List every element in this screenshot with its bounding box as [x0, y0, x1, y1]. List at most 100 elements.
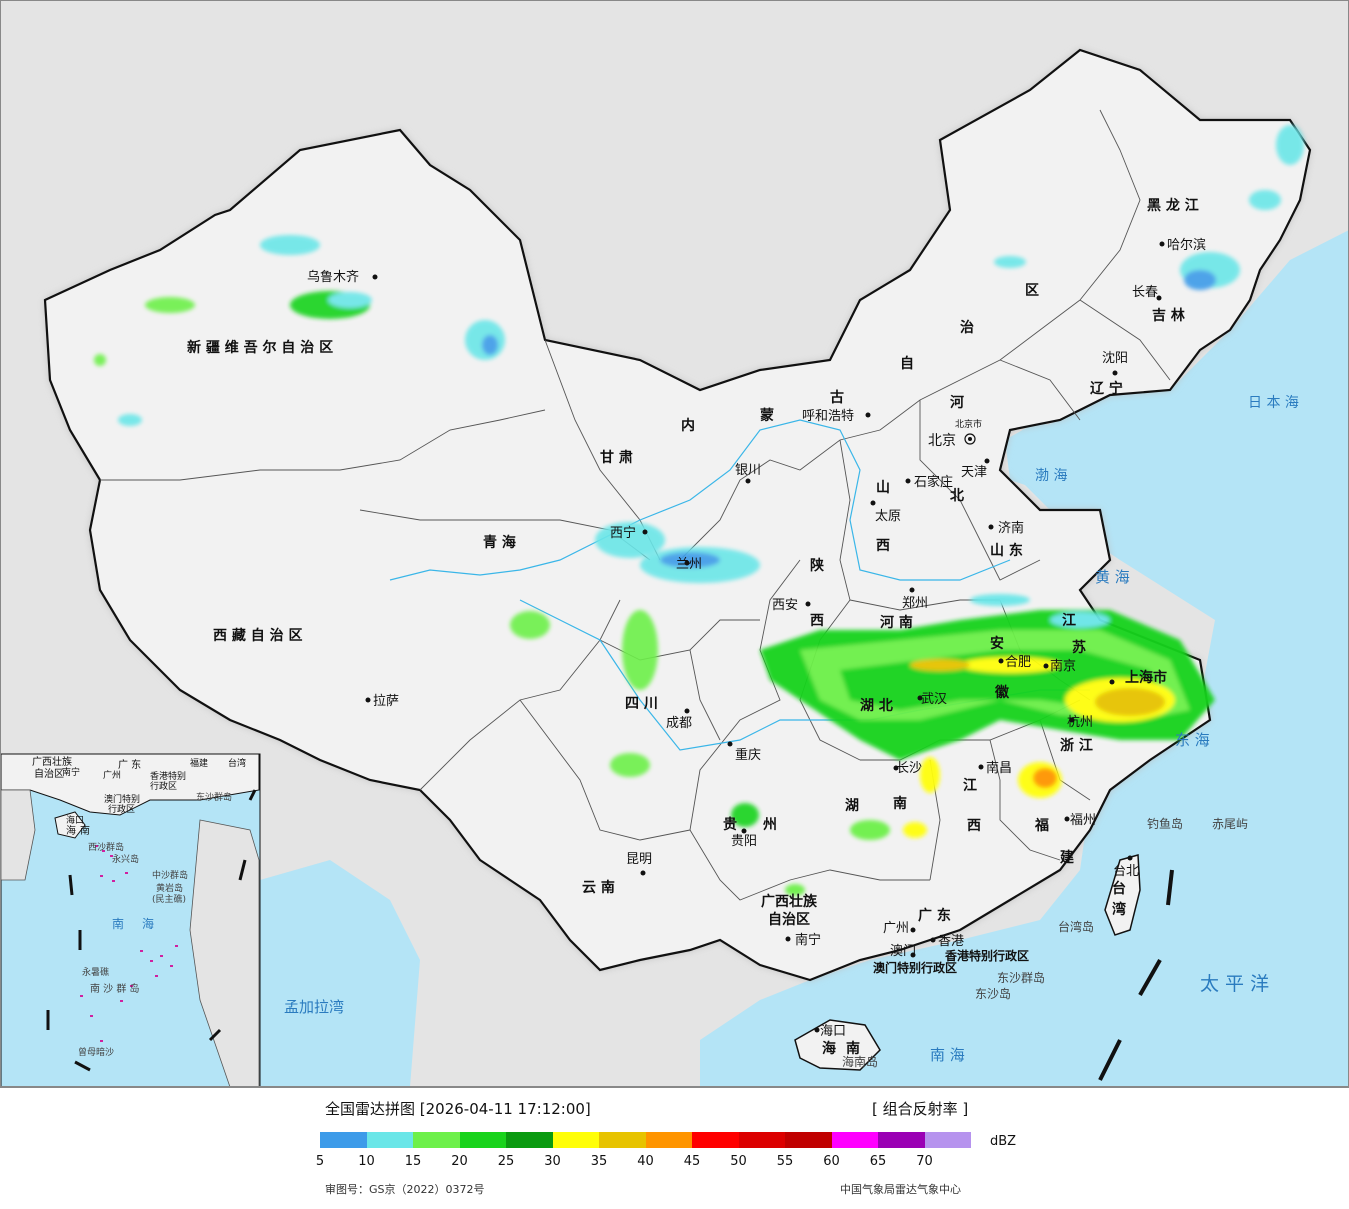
label-gansu: 甘 肃	[600, 449, 633, 466]
label-nanjing: 南京	[1050, 658, 1076, 674]
label-zhengzhou: 郑州	[902, 596, 928, 611]
label-hainan-dao: 海南岛	[842, 1054, 878, 1069]
scale-tick: 55	[776, 1154, 794, 1169]
inset-nanhai-2: 海	[142, 916, 154, 931]
label-liaoning: 辽 宁	[1090, 380, 1123, 397]
label-taiwan-dao: 台湾岛	[1058, 919, 1094, 934]
inset-hainan: 海	[66, 824, 76, 837]
scale-tick: 70	[916, 1154, 933, 1169]
label-guangxi-1: 广西壮族	[761, 893, 818, 910]
label-shanxi-2: 西	[876, 538, 890, 554]
inset-yongshu: 永暑礁	[82, 966, 109, 978]
label-neimenggu-5: 治	[960, 319, 974, 336]
label-chengdu: 成都	[666, 716, 692, 731]
scale-swatch-10	[785, 1132, 832, 1148]
label-neimenggu-6: 区	[1025, 283, 1039, 299]
label-taipei: 台北	[1113, 864, 1139, 879]
label-hefei: 合肥	[1005, 655, 1031, 670]
scale-swatch-9	[738, 1132, 785, 1148]
label-shanxi-1: 山	[876, 480, 890, 496]
scale-tick: 60	[823, 1154, 840, 1169]
scale-swatch-2	[413, 1132, 460, 1148]
label-guizhou-2: 州	[762, 817, 777, 833]
label-henan: 河 南	[880, 614, 913, 631]
approval-number: 审图号：GS京（2022）0372号	[325, 1183, 485, 1196]
label-guangxi-2: 自治区	[768, 911, 810, 928]
beijing-capital-marker	[964, 433, 976, 445]
label-neimenggu-4: 自	[900, 355, 914, 372]
label-dongsha-dao: 东沙岛	[975, 986, 1011, 1001]
inset-macau2: 行政区	[108, 803, 135, 815]
scale-tick: 5	[315, 1154, 325, 1169]
label-guangdong: 广 东	[918, 907, 951, 924]
label-shenyang: 沈阳	[1102, 351, 1128, 366]
inset-yongxing: 永兴岛	[112, 853, 139, 865]
label-neimenggu-2: 蒙	[760, 407, 774, 424]
province-boundaries	[100, 109, 1171, 901]
label-huanghai: 黄 海	[1095, 568, 1130, 586]
inset-nan: 南	[80, 824, 90, 837]
scale-swatch-3	[459, 1132, 506, 1148]
scale-swatch-7	[645, 1132, 692, 1148]
scale-tick: 25	[497, 1154, 515, 1169]
scale-tick: 40	[637, 1154, 654, 1169]
label-hebei-1: 河	[950, 394, 964, 411]
china-land	[43, 48, 1312, 982]
label-neimenggu-1: 内	[681, 417, 695, 434]
inset-guangxi: 广西壮族	[32, 755, 72, 768]
boundary-dashes	[1098, 869, 1174, 1081]
label-taipingyang: 太 平 洋	[1200, 973, 1269, 995]
label-xian: 西安	[772, 598, 798, 613]
inset-huangyan2: (民主礁)	[152, 893, 186, 905]
label-xining: 西宁	[610, 525, 636, 541]
scale-swatch-1	[366, 1132, 413, 1148]
label-beijing-city: 北京市	[955, 418, 982, 430]
legend-panel: 全国雷达拼图 [2026-04-11 17:12:00] [ 组合反射率 ] d…	[0, 1087, 1349, 1209]
label-shaanxi-2: 西	[810, 613, 824, 629]
label-diaoyu: 钓鱼岛	[1147, 816, 1183, 831]
inset-nanhai-1: 南	[112, 916, 124, 931]
label-fujian-2: 建	[1060, 849, 1074, 866]
scale-swatch-0	[320, 1132, 367, 1148]
label-taiwan-2: 湾	[1112, 901, 1126, 918]
label-fuzhou: 福州	[1070, 813, 1096, 828]
bay-of-bengal	[260, 860, 420, 1087]
inset-zizhiqu: 自治区	[34, 767, 64, 780]
label-yunnan: 云 南	[582, 879, 615, 896]
label-urumqi: 乌鲁木齐	[307, 269, 359, 285]
label-hunan-2: 南	[893, 795, 907, 812]
radar-echo-west-central	[510, 522, 760, 827]
label-chiwei: 赤尾屿	[1212, 817, 1248, 831]
label-jilin: 吉 林	[1152, 307, 1185, 324]
label-changchun: 长春	[1132, 285, 1158, 300]
label-jiangxi-2: 西	[967, 818, 981, 834]
label-chongqing: 重庆	[735, 747, 761, 763]
label-shijiazhuang: 石家庄	[914, 474, 953, 490]
scale-tick: 35	[590, 1154, 608, 1169]
sea-area	[700, 230, 1349, 1087]
label-hunan-1: 湖	[845, 798, 859, 814]
south-china-sea-inset: 广西壮族 自治区 南宁 广 东 福建 台湾 广州 香港特别 行政区 澳门特别 行…	[0, 753, 261, 1087]
inset-haikou: 海口	[66, 814, 84, 826]
inset-fujian: 福建	[190, 757, 208, 769]
label-guizhou-1: 贵	[723, 816, 737, 833]
radar-echo-central-east	[760, 594, 1215, 896]
map-labels: 新 疆 维 吾 尔 自 治 区 乌鲁木齐 西 藏 自 治 区 拉萨 青 海 西宁…	[187, 197, 1299, 1069]
label-anhui-2: 徽	[994, 684, 1010, 701]
label-bohai: 渤 海	[1035, 468, 1067, 484]
inset-xisha: 西沙群岛	[88, 841, 124, 853]
label-jinan: 济南	[998, 520, 1024, 536]
label-hohhot: 呼和浩特	[802, 409, 854, 424]
inset-hk: 香港特别	[150, 770, 186, 782]
bohai-sea	[1005, 420, 1085, 490]
inset-guangdong: 广 东	[118, 758, 141, 771]
label-fujian-1: 福	[1034, 817, 1049, 834]
inset-zengmu: 曾母暗沙	[78, 1046, 114, 1058]
radar-echo-northeast	[994, 125, 1304, 290]
radar-map: 新 疆 维 吾 尔 自 治 区 乌鲁木齐 西 藏 自 治 区 拉萨 青 海 西宁…	[0, 0, 1349, 1087]
label-tianjin: 天津	[961, 465, 987, 480]
label-riben-hai: 日 本 海	[1248, 395, 1299, 411]
inset-taiwan: 台湾	[228, 757, 246, 769]
label-hainan: 海南	[822, 1040, 860, 1057]
label-hongkong: 香港	[938, 934, 964, 949]
